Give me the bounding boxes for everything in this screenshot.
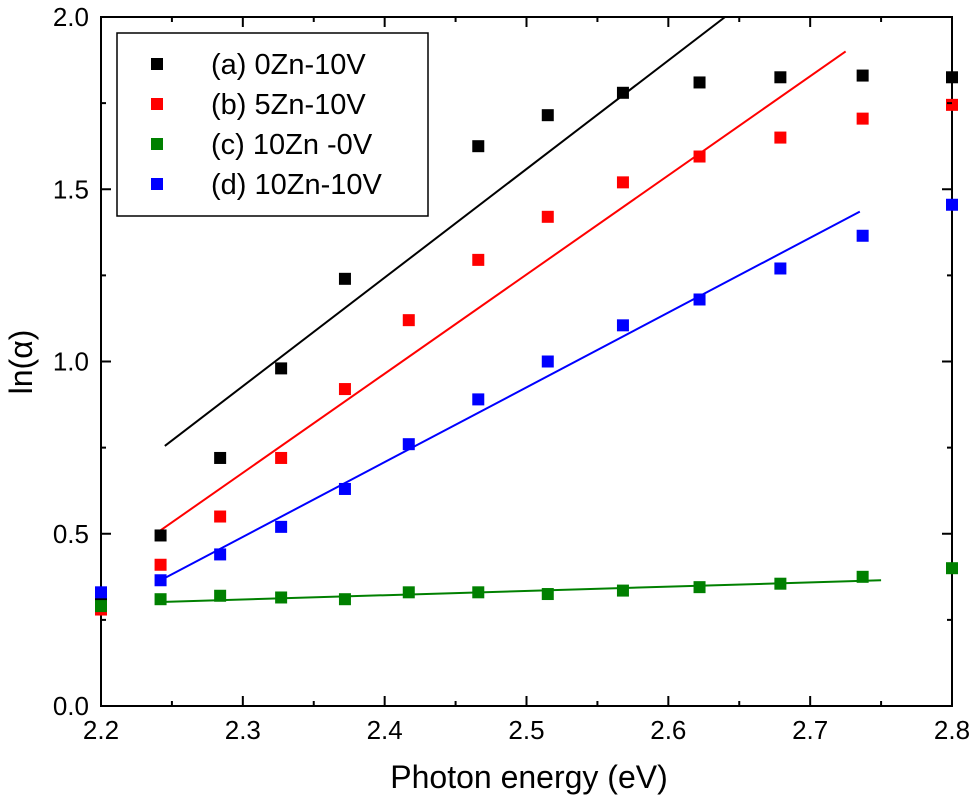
y-tick-label: 0.5 (53, 519, 89, 549)
data-point-series-3 (856, 570, 869, 583)
x-axis-title: Photon energy (eV) (390, 759, 668, 795)
data-point-series-1 (472, 140, 485, 153)
x-tick-label: 2.6 (650, 715, 686, 745)
fit-line-series-4 (160, 210, 861, 582)
data-point-series-4 (95, 586, 107, 599)
legend: (a) 0Zn-10V (b) 5Zn-10V (c) 10Zn -0V (d) 10… (116, 32, 429, 217)
data-point-series-3 (402, 586, 415, 599)
fit-line-series-1 (164, 17, 726, 447)
x-tick-label: 2.2 (83, 715, 119, 745)
x-tick-label: 2.4 (367, 715, 403, 745)
data-point-series-4 (856, 229, 869, 242)
y-axis: 0.0 0.5 1.0 1.5 2.0 (53, 2, 952, 721)
legend-box (116, 32, 429, 217)
data-point-series-3 (214, 589, 227, 602)
data-point-series-1 (214, 451, 227, 464)
data-point-series-3 (154, 593, 167, 606)
data-point-series-3 (95, 600, 107, 613)
x-axis: 2.2 2.3 2.4 2.5 2.6 2.7 2.8 (83, 17, 970, 745)
data-point-series-1 (541, 109, 554, 122)
data-point-series-2 (616, 176, 629, 189)
data-point-series-1 (275, 362, 288, 375)
data-point-series-4 (774, 262, 787, 275)
x-tick-label: 2.5 (508, 715, 544, 745)
data-point-series-4 (214, 548, 227, 561)
data-point-series-4 (616, 319, 629, 332)
data-point-series-2 (472, 253, 485, 266)
data-point-series-2 (693, 150, 706, 163)
data-point-series-1 (856, 69, 869, 82)
legend-marker-series-2 (151, 98, 163, 110)
data-point-series-3 (693, 581, 706, 594)
data-point-series-1 (616, 86, 629, 99)
data-point-series-4 (693, 293, 706, 306)
data-point-series-3 (275, 591, 288, 604)
data-point-series-1 (154, 529, 167, 542)
data-point-series-4 (472, 393, 485, 406)
data-point-series-3 (472, 586, 485, 599)
x-tick-label: 2.8 (934, 715, 970, 745)
data-point-series-4 (541, 355, 554, 368)
data-point-series-2 (541, 210, 554, 223)
data-point-series-2 (946, 98, 958, 111)
fit-line-series-3 (160, 579, 882, 603)
data-point-series-4 (275, 520, 288, 533)
y-tick-label: 1.5 (53, 174, 89, 204)
legend-marker-series-3 (151, 138, 163, 150)
data-point-series-1 (946, 71, 958, 84)
legend-label-series-1: (a) 0Zn-10V (211, 49, 366, 81)
data-point-series-2 (154, 558, 167, 571)
data-point-series-4 (946, 198, 958, 211)
data-point-series-1 (338, 272, 351, 285)
y-tick-label: 2.0 (53, 2, 89, 32)
y-tick-label: 1.0 (53, 347, 89, 377)
x-tick-label: 2.7 (792, 715, 828, 745)
data-point-series-3 (616, 584, 629, 597)
legend-label-series-2: (b) 5Zn-10V (211, 89, 366, 121)
data-point-series-1 (774, 71, 787, 84)
data-point-series-3 (541, 588, 554, 601)
data-point-series-4 (154, 574, 167, 587)
fit-lines (159, 17, 882, 603)
data-point-series-1 (693, 76, 706, 89)
data-point-series-3 (338, 593, 351, 606)
data-point-series-4 (402, 438, 415, 451)
y-axis-title: ln(α) (3, 330, 39, 395)
data-point-series-2 (275, 451, 288, 464)
data-point-series-2 (774, 131, 787, 144)
legend-marker-series-4 (151, 178, 163, 190)
data-point-series-4 (338, 482, 351, 495)
data-point-series-2 (214, 510, 227, 523)
data-point-series-2 (402, 314, 415, 327)
data-point-series-3 (946, 562, 958, 575)
data-point-series-2 (856, 112, 869, 125)
fit-line-series-2 (159, 50, 847, 532)
legend-marker-series-1 (151, 58, 163, 70)
data-point-series-3 (774, 577, 787, 590)
legend-label-series-3: (c) 10Zn -0V (211, 129, 373, 161)
y-tick-label: 0.0 (53, 691, 89, 721)
x-tick-label: 2.3 (225, 715, 261, 745)
legend-label-series-4: (d) 10Zn-10V (211, 169, 383, 201)
data-point-series-2 (338, 383, 351, 396)
